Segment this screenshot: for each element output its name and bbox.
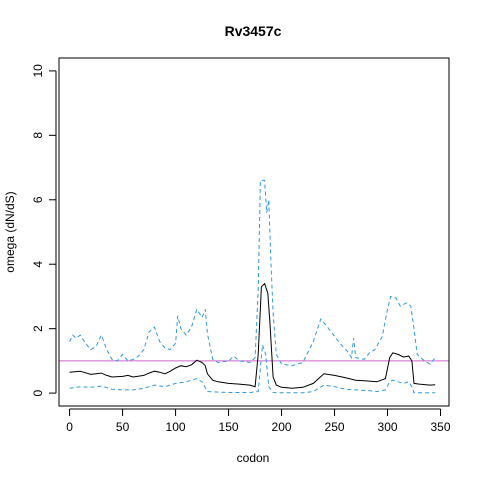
x-tick-label: 250 xyxy=(325,420,345,434)
chart-title: Rv3457c xyxy=(225,23,282,39)
x-axis-label: codon xyxy=(237,451,270,465)
x-tick-label: 350 xyxy=(431,420,451,434)
y-tick-label: 2 xyxy=(31,325,45,332)
y-axis-label: omega (dN/dS) xyxy=(3,191,17,272)
x-tick-label: 100 xyxy=(166,420,186,434)
x-tick-label: 150 xyxy=(219,420,239,434)
y-tick-label: 10 xyxy=(31,64,45,78)
x-tick-label: 300 xyxy=(378,420,398,434)
series-line-2 xyxy=(69,344,436,394)
series-line-0 xyxy=(69,282,436,389)
y-axis: 0 2 4 6 8 10 xyxy=(31,64,57,396)
x-tick-label: 50 xyxy=(116,420,130,434)
series-line-1 xyxy=(69,179,436,367)
y-tick-label: 0 xyxy=(31,389,45,396)
x-tick-label: 200 xyxy=(272,420,292,434)
plot-content xyxy=(59,179,449,394)
x-tick-label: 0 xyxy=(66,420,73,434)
plot-frame xyxy=(58,57,450,407)
x-axis: 0 50 100 150 200 250 300 350 xyxy=(66,408,451,434)
y-tick-label: 8 xyxy=(31,132,45,139)
y-tick-label: 6 xyxy=(31,196,45,203)
y-tick-label: 4 xyxy=(31,261,45,268)
